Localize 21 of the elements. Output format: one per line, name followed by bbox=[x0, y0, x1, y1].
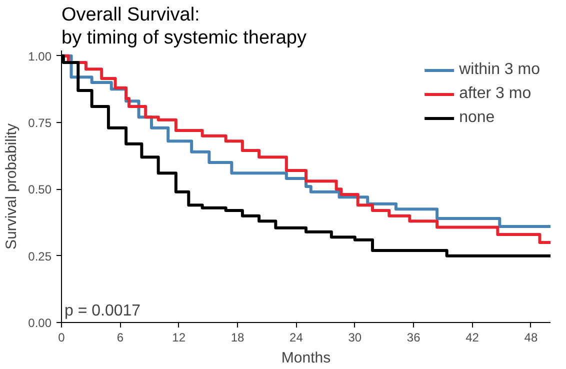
x-tick-label: 42 bbox=[466, 330, 480, 344]
x-tick-label: 36 bbox=[406, 330, 421, 344]
x-tick-label: 6 bbox=[116, 330, 124, 344]
x-tick-label: 12 bbox=[172, 330, 186, 344]
legend-label: after 3 mo bbox=[459, 85, 532, 103]
chart-title: Overall Survival: by timing of systemic therapy bbox=[62, 4, 307, 48]
annotation: p = 0.0017 bbox=[64, 302, 141, 320]
x-tick-label: 30 bbox=[348, 330, 362, 344]
legend-label: within 3 mo bbox=[459, 61, 540, 79]
y-tick-label: 0.75 bbox=[28, 116, 52, 130]
legend-label: none bbox=[459, 109, 495, 127]
x-axis-title: Months bbox=[281, 350, 331, 366]
x-tick-label: 48 bbox=[524, 330, 538, 344]
y-tick-label: 0.25 bbox=[28, 249, 52, 264]
x-tick-label: 24 bbox=[290, 330, 304, 344]
y-tick-label: 1.00 bbox=[28, 49, 52, 64]
y-axis-title: Survival probability bbox=[3, 123, 20, 250]
x-tick-label: 0 bbox=[58, 330, 66, 344]
x-tick-label: 18 bbox=[230, 330, 245, 344]
y-tick-label: 0.00 bbox=[28, 316, 52, 330]
y-tick-label: 0.50 bbox=[28, 182, 52, 197]
